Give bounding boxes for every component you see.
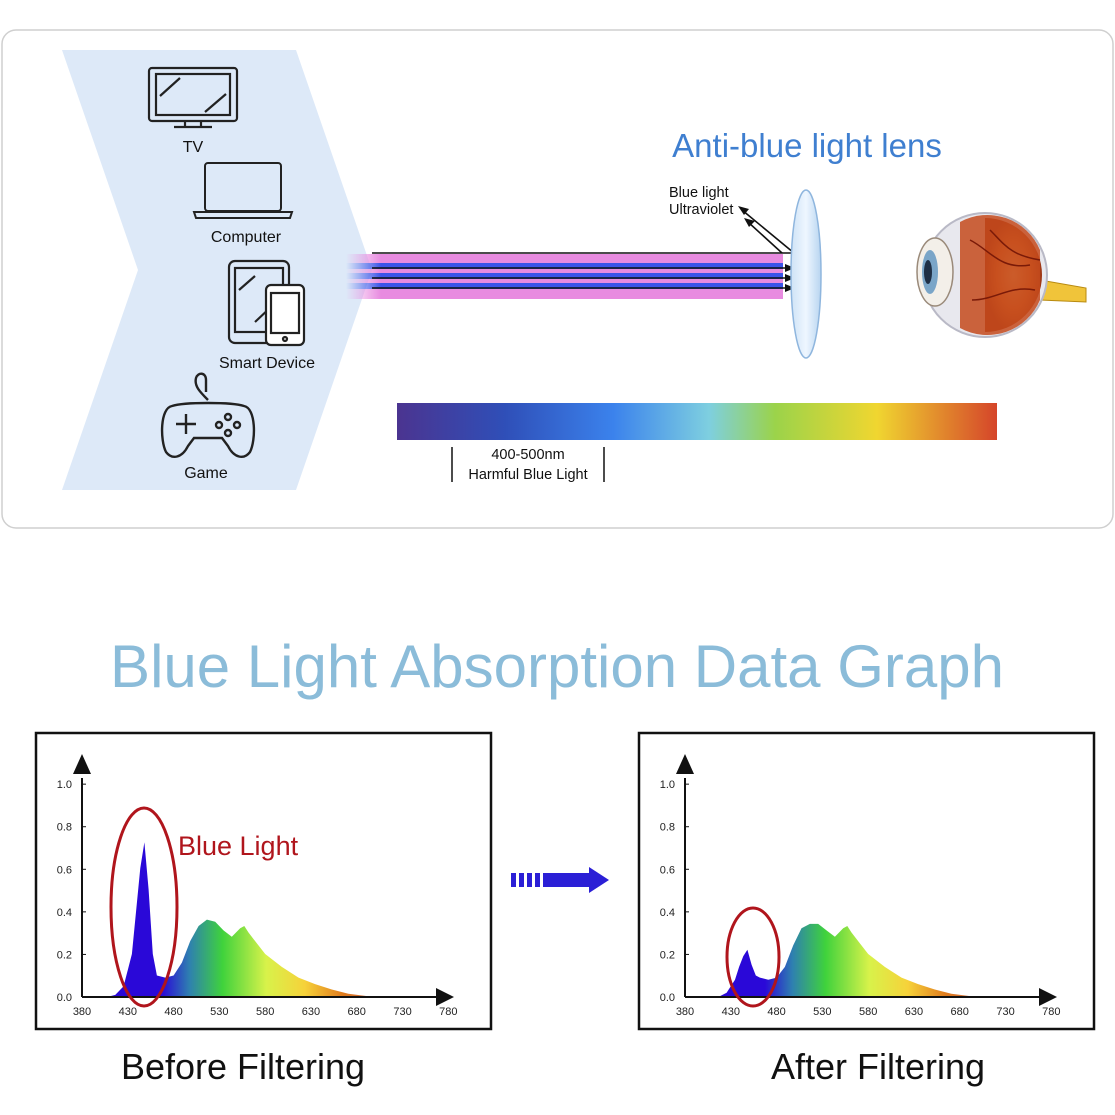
x-axis-arrow bbox=[436, 988, 454, 1006]
x-tick-label: 480 bbox=[767, 1006, 785, 1018]
visible-spectrum-bar bbox=[397, 403, 997, 440]
reflected-label-uv: Ultraviolet bbox=[669, 202, 733, 218]
y-tick-label: 0.8 bbox=[660, 822, 675, 834]
spectrum-area bbox=[718, 923, 977, 997]
device-panel bbox=[62, 50, 372, 490]
device-label-smart: Smart Device bbox=[219, 355, 315, 372]
x-tick-label: 430 bbox=[722, 1006, 740, 1018]
y-tick-label: 0.4 bbox=[660, 907, 675, 919]
spectrum-area bbox=[106, 842, 374, 997]
y-tick-label: 0.0 bbox=[660, 992, 675, 1004]
device-label-computer: Computer bbox=[211, 229, 282, 246]
reflected-rays bbox=[741, 209, 795, 254]
x-tick-label: 730 bbox=[996, 1006, 1014, 1018]
reflected-label-blue: Blue light bbox=[669, 185, 729, 201]
lens-title: Anti-blue light lens bbox=[672, 127, 942, 164]
x-tick-label: 480 bbox=[164, 1006, 182, 1018]
y-tick-label: 0.2 bbox=[660, 949, 675, 961]
x-tick-label: 530 bbox=[813, 1006, 831, 1018]
y-tick-label: 0.0 bbox=[57, 992, 72, 1004]
tablet-phone-icon bbox=[227, 259, 306, 347]
dashed-right-arrow-icon bbox=[511, 867, 609, 893]
x-tick-label: 730 bbox=[393, 1006, 411, 1018]
y-tick-label: 0.8 bbox=[57, 822, 72, 834]
y-axis-arrow bbox=[73, 754, 91, 774]
spectrum-range: 400-500nm bbox=[491, 447, 564, 463]
laptop-icon bbox=[192, 162, 294, 219]
x-tick-label: 680 bbox=[951, 1006, 969, 1018]
x-tick-label: 780 bbox=[1042, 1006, 1060, 1018]
x-tick-label: 630 bbox=[302, 1006, 320, 1018]
anti-blue-lens bbox=[790, 189, 822, 359]
caption-before: Before Filtering bbox=[121, 1046, 365, 1087]
device-label-game: Game bbox=[184, 465, 228, 482]
blue-light-diagram: TV Computer Smart Device Game Anti-blue … bbox=[1, 29, 1114, 529]
y-axis-arrow bbox=[676, 754, 694, 774]
x-tick-label: 580 bbox=[859, 1006, 877, 1018]
tv-icon bbox=[147, 66, 239, 129]
x-tick-label: 380 bbox=[676, 1006, 694, 1018]
y-tick-label: 0.2 bbox=[57, 949, 72, 961]
blue-light-highlight-ring bbox=[109, 806, 179, 1008]
x-tick-label: 580 bbox=[256, 1006, 274, 1018]
x-tick-label: 780 bbox=[439, 1006, 457, 1018]
x-tick-label: 530 bbox=[210, 1006, 228, 1018]
gamepad-icon bbox=[160, 372, 256, 458]
blue-light-highlight-ring bbox=[725, 906, 781, 1008]
y-tick-label: 1.0 bbox=[660, 779, 675, 791]
chart-after-filtering: 380 430 480 530 580 630 680 730 780 0.0 0.2 0.4 0.6 0… bbox=[637, 731, 1096, 1031]
device-label-tv: TV bbox=[183, 139, 204, 156]
y-tick-label: 1.0 bbox=[57, 779, 72, 791]
light-beams bbox=[346, 206, 795, 299]
x-tick-label: 630 bbox=[905, 1006, 923, 1018]
x-axis-arrow bbox=[1039, 988, 1057, 1006]
blue-light-annotation: Blue Light bbox=[178, 831, 299, 861]
y-tick-label: 0.6 bbox=[660, 864, 675, 876]
eyeball-icon bbox=[916, 212, 1087, 338]
spectrum-label: Harmful Blue Light bbox=[468, 467, 587, 483]
x-tick-label: 380 bbox=[73, 1006, 91, 1018]
y-tick-label: 0.6 bbox=[57, 864, 72, 876]
y-tick-label: 0.4 bbox=[57, 907, 72, 919]
x-tick-label: 680 bbox=[348, 1006, 366, 1018]
caption-after: After Filtering bbox=[771, 1046, 985, 1087]
chart-before-filtering: 380 430 480 530 580 630 680 730 780 0.0 0.2 0.4 0.6 0… bbox=[34, 731, 493, 1031]
graph-section-title: Blue Light Absorption Data Graph bbox=[110, 633, 1004, 700]
x-tick-label: 430 bbox=[119, 1006, 137, 1018]
